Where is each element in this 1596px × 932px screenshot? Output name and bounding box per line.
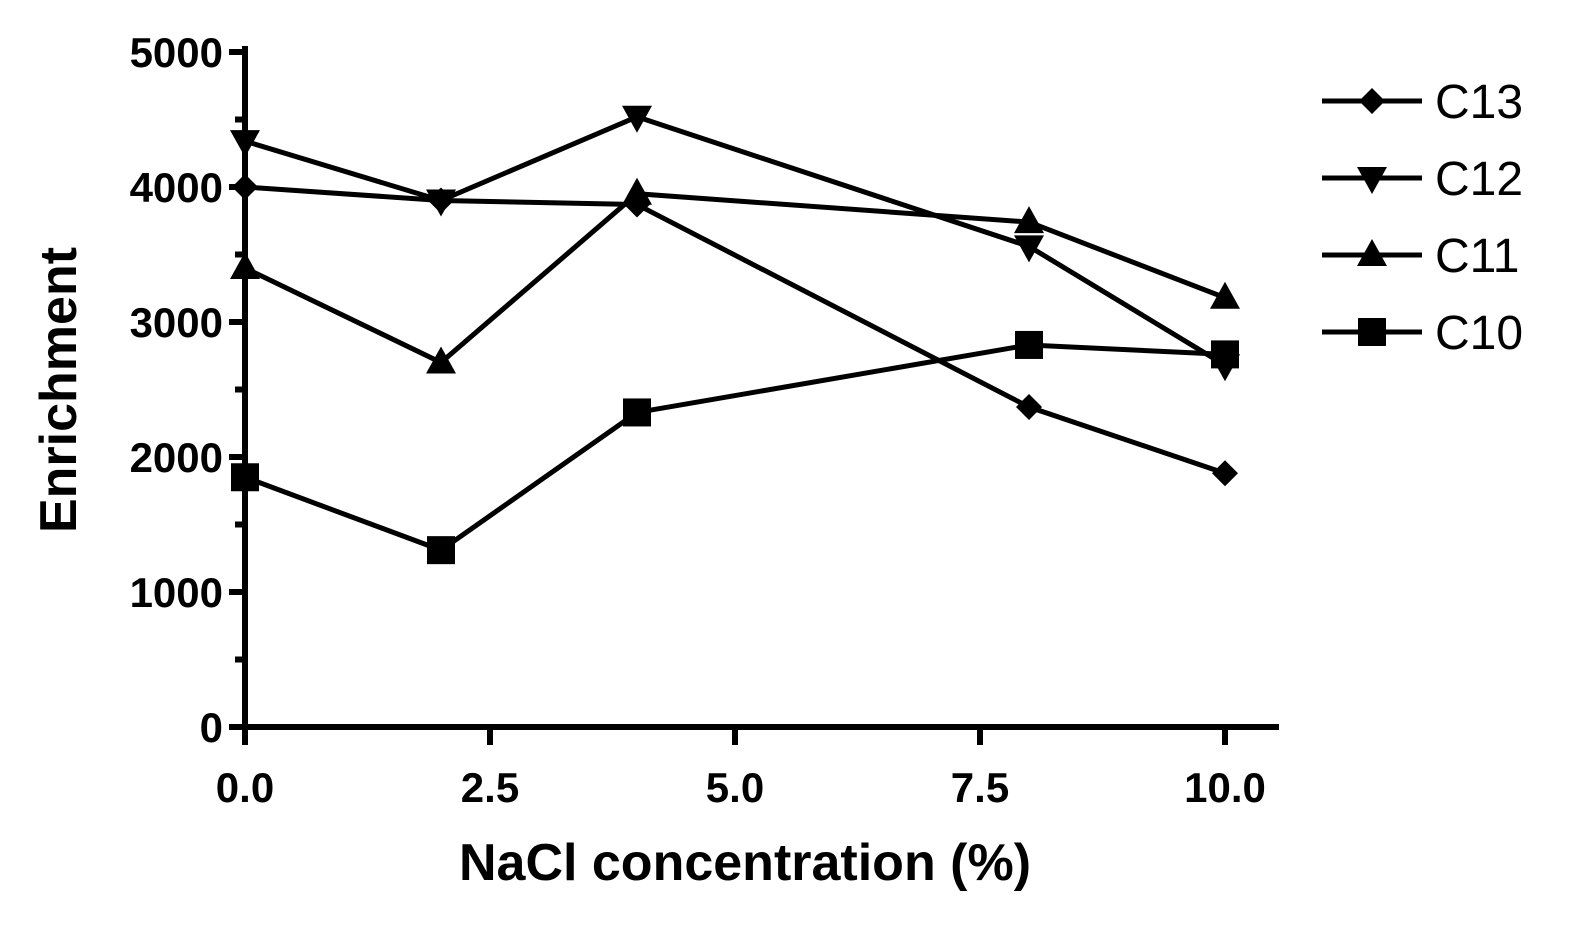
data-point-c12 xyxy=(426,189,456,217)
data-point-c11 xyxy=(622,177,652,205)
y-tick-label: 0 xyxy=(200,704,223,751)
x-tick-label: 10.0 xyxy=(1184,764,1266,811)
legend-marker-c12 xyxy=(1357,167,1387,194)
legend-label-c11: C11 xyxy=(1435,230,1520,283)
legend: C13 C12 C11 C10 xyxy=(1322,76,1523,360)
data-point-c10 xyxy=(1211,340,1239,369)
data-point-c12 xyxy=(622,105,652,133)
x-axis-title: NaCl concentration (%) xyxy=(459,834,1031,892)
data-point-c10 xyxy=(623,398,651,427)
data-point-c12 xyxy=(230,130,260,158)
legend-marker-c13 xyxy=(1359,88,1385,114)
legend-marker-c11 xyxy=(1357,239,1387,266)
series-line-c13 xyxy=(244,184,1226,476)
data-point-c10 xyxy=(1015,330,1043,359)
legend-label-c13: C13 xyxy=(1435,76,1523,129)
y-axis-title: Enrichment xyxy=(30,247,88,533)
y-tick-label: 3000 xyxy=(130,299,223,346)
legend-label-c10: C10 xyxy=(1435,307,1523,360)
data-point-c13 xyxy=(1212,460,1238,487)
y-tick-label: 2000 xyxy=(130,434,223,481)
x-tick-label: 5.0 xyxy=(706,764,764,811)
legend-item-c12: C12 xyxy=(1322,153,1523,206)
plot-area xyxy=(230,105,1240,565)
x-tick-label: 0.0 xyxy=(216,764,274,811)
y-tick-label: 5000 xyxy=(130,29,223,76)
legend-marker-c10 xyxy=(1358,318,1386,346)
data-point-c11 xyxy=(1014,206,1044,234)
series-c11 xyxy=(230,177,1240,374)
y-tick-label: 1000 xyxy=(130,569,223,616)
x-tick-label: 2.5 xyxy=(461,764,519,811)
data-point-c13 xyxy=(1016,394,1042,421)
x-tick-label: 7.5 xyxy=(951,764,1009,811)
legend-label-c12: C12 xyxy=(1435,153,1523,206)
data-point-c11 xyxy=(230,252,260,279)
series-c13 xyxy=(232,174,1238,487)
data-point-c11 xyxy=(426,346,456,374)
series-c10 xyxy=(231,330,1239,565)
legend-item-c13: C13 xyxy=(1322,76,1523,129)
data-point-c10 xyxy=(427,536,455,565)
axes: 0 1000 2000 3000 4000 5000 0.0 2.5 5.0 7.5 10.0 xyxy=(130,29,1279,811)
series-line-c10 xyxy=(244,342,1226,553)
y-tick-label: 4000 xyxy=(130,164,223,211)
data-point-c13 xyxy=(232,174,258,200)
data-point-c11 xyxy=(1210,281,1240,309)
legend-item-c10: C10 xyxy=(1322,307,1523,360)
data-point-c10 xyxy=(231,463,259,492)
legend-item-c11: C11 xyxy=(1322,230,1520,283)
data-point-c12 xyxy=(1014,235,1044,263)
